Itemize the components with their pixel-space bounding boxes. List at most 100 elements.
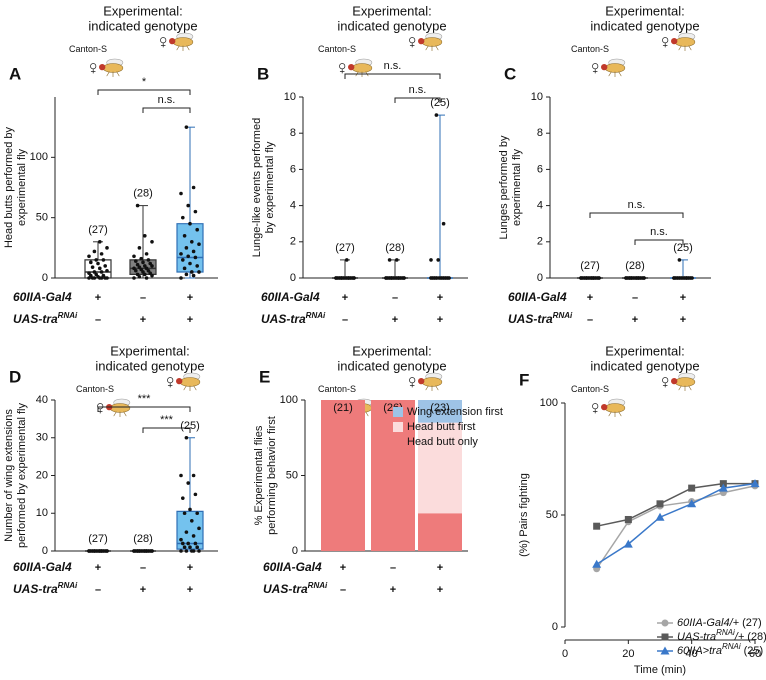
text-part: UAS-tra [677, 631, 716, 643]
data-point [179, 549, 183, 553]
genotype-sign: – [140, 292, 146, 304]
genotype-sign: – [340, 584, 346, 596]
data-point [101, 273, 106, 278]
y-tick-label: 100 [540, 397, 558, 409]
fly-legs [425, 45, 439, 52]
data-point [438, 276, 442, 280]
significance-label: *** [160, 414, 174, 426]
genotype-label: 60IIA-Gal4 [261, 290, 320, 304]
data-point [135, 549, 140, 553]
data-point [179, 252, 183, 256]
legend-marker [661, 619, 669, 627]
data-point [191, 534, 196, 538]
fly-body [421, 37, 443, 47]
legend-label: Head butt only [407, 436, 478, 448]
fly-body [172, 37, 194, 47]
significance-label: *** [138, 393, 152, 405]
significance-bracket [97, 406, 191, 412]
y-axis-label: % Experimental flies [253, 425, 265, 525]
series-line [596, 482, 756, 565]
fly-icon [339, 58, 373, 78]
genotype-sign: + [187, 314, 193, 326]
data-point [352, 276, 356, 280]
data-point [179, 537, 183, 542]
y-axis-label: performed by experimental fly [16, 403, 28, 548]
strain-label: Canton-S [571, 44, 609, 54]
text-part: 60IIA>tra [677, 645, 722, 657]
text-part: UAS-tra [508, 312, 553, 326]
significance-bracket [634, 239, 684, 245]
y-axis-label: performing behavior first [266, 416, 278, 535]
female-symbol [592, 403, 599, 410]
y-tick-label: 100 [280, 394, 298, 406]
significance-bracket [142, 107, 191, 113]
data-point [687, 499, 697, 508]
genotype-sign: – [342, 314, 348, 326]
panel-header: indicated genotype [88, 18, 197, 33]
y-tick-label: 2 [537, 236, 543, 248]
data-point [389, 276, 394, 280]
data-point [190, 519, 194, 523]
female-symbol [662, 42, 668, 48]
y-axis-label: Lunges performed by [498, 135, 510, 239]
data-point [431, 276, 435, 280]
fly-legs [176, 45, 190, 52]
data-point [396, 276, 401, 280]
genotype-sign: + [390, 584, 396, 596]
female-symbol [97, 403, 104, 410]
legend-label: 60IIA-Gal4/+ (27) [677, 617, 762, 629]
genotype-sign: – [390, 562, 396, 574]
y-tick-label: 30 [36, 432, 48, 444]
data-point [98, 266, 102, 271]
significance-label: n.s. [158, 94, 176, 106]
data-point [184, 246, 189, 250]
strain-label: Canton-S [318, 44, 356, 54]
significance-label: n.s. [628, 199, 646, 211]
data-point [672, 276, 676, 280]
genotype-sign: + [680, 314, 686, 326]
female-symbol [592, 63, 599, 70]
fly-legs [678, 45, 692, 52]
text-part: 60IIA-Gal4 [13, 290, 72, 304]
data-point [597, 276, 601, 280]
genotype-label: 60IIA-Gal4 [13, 560, 72, 574]
genotype-sign: + [95, 562, 101, 574]
data-point [96, 261, 100, 266]
y-tick-label: 50 [546, 509, 558, 521]
n-label: (23) [430, 402, 450, 414]
data-point [387, 258, 392, 262]
strain-label: Canton-S [571, 384, 609, 394]
data-point [193, 541, 198, 546]
significance-label: n.s. [409, 84, 427, 96]
data-point [188, 261, 192, 266]
significance-bracket [344, 73, 441, 79]
data-point [132, 549, 136, 553]
n-label: (27) [580, 260, 600, 272]
data-point [179, 473, 183, 478]
female-symbol [409, 37, 416, 44]
panel-header: Experimental: [103, 3, 182, 18]
n-label: (21) [333, 402, 353, 414]
text-part: 60IIA-Gal4 [508, 290, 567, 304]
genotype-label: UAS-traRNAi [263, 581, 328, 597]
genotype-sign: + [342, 292, 348, 304]
data-point [188, 221, 192, 226]
data-point [635, 276, 639, 280]
data-point [181, 541, 185, 546]
text-part: RNAi [716, 628, 735, 637]
fly-icon [97, 398, 131, 418]
data-point [134, 259, 138, 263]
fly-icon [409, 32, 443, 52]
y-tick-label: 10 [531, 91, 543, 103]
data-point [144, 252, 149, 256]
genotype-label: UAS-traRNAi [508, 311, 573, 327]
data-point [99, 270, 104, 274]
y-tick-label: 0 [42, 272, 48, 284]
y-tick-label: 8 [537, 127, 543, 139]
series-line [596, 485, 756, 570]
data-point [186, 541, 190, 546]
data-point [150, 549, 154, 553]
panel-header: indicated genotype [337, 358, 446, 373]
y-tick-label: 2 [290, 236, 296, 248]
data-point [193, 492, 198, 497]
